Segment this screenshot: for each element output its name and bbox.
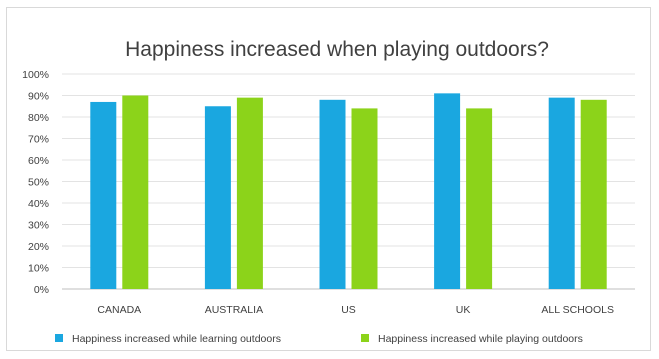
bar-australia-series-1 [204, 106, 231, 289]
bar-us-series-1 [319, 99, 346, 289]
x-category-label: AUSTRALIA [205, 304, 263, 316]
y-tick-label: 100% [22, 69, 49, 81]
bar-all-schools-series-2 [580, 99, 607, 289]
bar-uk-series-2 [466, 108, 493, 290]
y-tick-label: 60% [28, 155, 49, 167]
x-category-label: ALL SCHOOLS [541, 304, 614, 316]
y-tick-label: 20% [28, 241, 49, 253]
legend-swatch [55, 334, 63, 342]
bar-canada-series-1 [90, 101, 117, 289]
legend: Happiness increased while learning outdo… [55, 333, 583, 345]
legend-swatch [361, 334, 369, 342]
x-category-label: US [341, 304, 356, 316]
x-axis-categories: CANADA AUSTRALIA US UK ALL SCHOOLS [97, 304, 614, 316]
y-tick-label: 30% [28, 220, 49, 232]
bar-uk-series-1 [434, 93, 461, 289]
y-tick-label: 10% [28, 263, 49, 275]
bar-all-schools-series-1 [548, 97, 575, 290]
x-category-label: UK [456, 304, 471, 316]
chart-title: Happiness increased when playing outdoor… [125, 38, 549, 61]
y-tick-label: 80% [28, 112, 49, 124]
grid [62, 73, 635, 290]
bars [90, 93, 607, 290]
y-tick-label: 90% [28, 91, 49, 103]
legend-label: Happiness increased while learning outdo… [72, 333, 281, 345]
legend-label: Happiness increased while playing outdoo… [378, 333, 583, 345]
bar-us-series-2 [351, 108, 378, 290]
y-tick-label: 40% [28, 198, 49, 210]
y-tick-label: 50% [28, 177, 49, 189]
y-tick-label: 0% [34, 284, 49, 296]
x-category-label: CANADA [97, 304, 141, 316]
y-tick-label: 70% [28, 134, 49, 146]
bar-australia-series-2 [236, 97, 263, 290]
bar-canada-series-2 [122, 95, 149, 289]
y-axis-ticks: 0% 10% 20% 30% 40% 50% 60% 70% 80% 90% 100% [22, 69, 49, 296]
